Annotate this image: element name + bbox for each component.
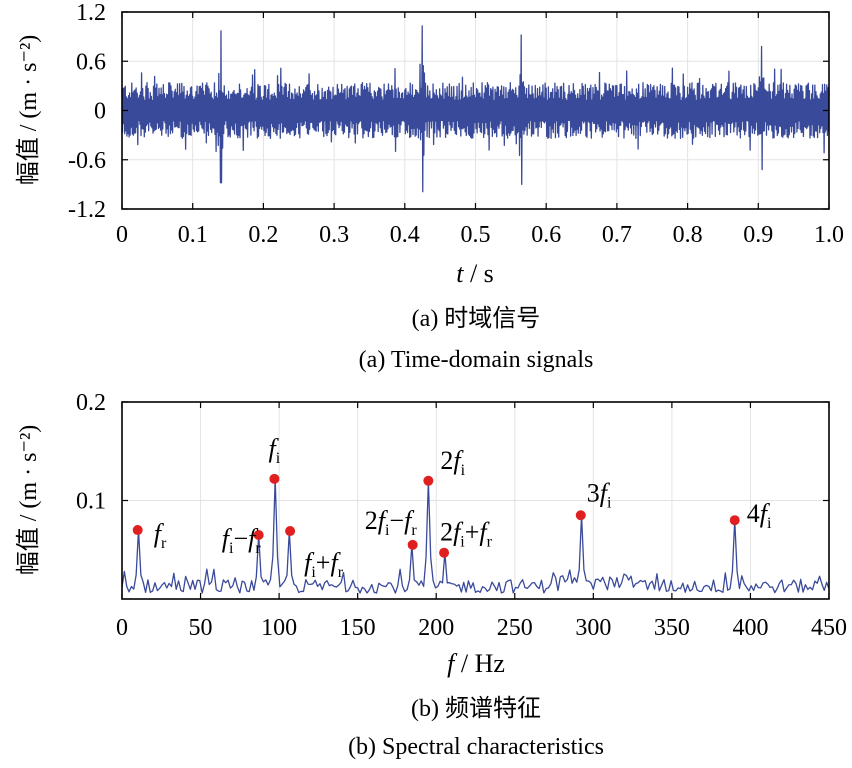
time-y-axis-label: 幅值 / (m · s⁻²) xyxy=(15,35,42,186)
spectrum-x-axis-unit: / Hz xyxy=(454,649,505,678)
spectrum-peak-point xyxy=(575,510,586,521)
spectrum-caption-en: (b) Spectral characteristics xyxy=(348,734,604,760)
spectrum-x-tick-label: 200 xyxy=(418,615,454,641)
time-y-tick-label: 1.2 xyxy=(76,0,106,26)
time-y-tick-label: -0.6 xyxy=(68,148,106,174)
time-y-tick-label: 0.6 xyxy=(76,49,106,75)
time-x-axis-unit: / s xyxy=(463,259,493,288)
spectrum-peak-label: 2fi​−fr​ xyxy=(365,506,418,539)
time-axis-ticks: 0 0.1 0.2 0.3 0.4 0.5 0.6 0.7 0.8 0.9 1.0 -1.2 -0.6 0… xyxy=(68,0,844,248)
spectrum-peak-point xyxy=(423,475,434,486)
spectrum-peak-point xyxy=(285,526,296,537)
spectrum-x-tick-label: 350 xyxy=(654,615,690,641)
spectrum-peak-label: 2fi​ xyxy=(440,446,465,479)
spectrum-peak-label: fi​−fr​ xyxy=(222,524,262,557)
spectrum-peak-label: 4fi​ xyxy=(747,499,772,532)
spectrum-peak-point xyxy=(269,473,280,484)
spectrum-x-axis-var: f xyxy=(447,649,458,678)
time-x-tick-label: 0.5 xyxy=(461,222,491,248)
spectrum-peak-label: fi​ xyxy=(269,434,281,467)
spectrum-line xyxy=(121,478,830,594)
time-x-tick-label: 0.3 xyxy=(319,222,349,248)
time-x-tick-label: 0 xyxy=(116,222,128,248)
time-x-axis-label: t / s xyxy=(456,259,494,288)
time-x-tick-label: 0.9 xyxy=(743,222,773,248)
spectrum-x-tick-label: 450 xyxy=(811,615,847,641)
spectrum-peak-markers xyxy=(132,473,740,558)
spectrum-x-axis-label: f / Hz xyxy=(447,649,505,678)
spectrum-peak-label: fr​ xyxy=(154,519,167,552)
spectrum-x-tick-label: 250 xyxy=(497,615,533,641)
spectrum-x-tick-label: 300 xyxy=(575,615,611,641)
time-caption-cn: (a) 时域信号 xyxy=(412,305,541,332)
time-x-tick-label: 1.0 xyxy=(814,222,844,248)
time-x-axis-var: t xyxy=(456,259,464,288)
time-x-tick-label: 0.2 xyxy=(248,222,278,248)
time-y-tick-label: 0 xyxy=(94,99,106,125)
spectrum-y-tick-label: 0.1 xyxy=(76,489,106,515)
spectrum-peak-point xyxy=(132,525,143,536)
spectrum-x-tick-label: 400 xyxy=(732,615,768,641)
spectrum-peak-label: 3fi​ xyxy=(587,478,612,511)
spectrum-peak-point xyxy=(253,529,264,540)
spectrum-peak-label: fi​+fr​ xyxy=(304,548,344,581)
time-x-tick-label: 0.1 xyxy=(178,222,208,248)
time-x-tick-label: 0.6 xyxy=(531,222,561,248)
time-signal-line xyxy=(121,25,830,193)
spectrum-grid xyxy=(121,401,830,599)
time-x-tick-label: 0.8 xyxy=(673,222,703,248)
spectrum-x-tick-label: 50 xyxy=(189,615,213,641)
time-x-tick-label: 0.7 xyxy=(602,222,632,248)
spectrum-x-tick-label: 100 xyxy=(261,615,297,641)
time-y-tick-label: -1.2 xyxy=(68,197,106,223)
spectrum-axis-ticks: 0 50 100 150 200 250 300 350 400 450 0.1 0.2 xyxy=(76,390,847,641)
spectrum-peak-point xyxy=(407,539,418,550)
spectrum-x-tick-label: 0 xyxy=(116,615,128,641)
time-x-tick-label: 0.4 xyxy=(390,222,420,248)
spectrum-peak-point xyxy=(439,547,450,558)
spectrum-y-tick-label: 0.2 xyxy=(76,390,106,416)
spectrum-y-axis-label: 幅值 / (m · s⁻²) xyxy=(15,425,42,576)
time-caption-en: (a) Time-domain signals xyxy=(359,347,594,373)
spectrum-peak-label: 2fi​+fr​ xyxy=(440,518,493,551)
spectrum-peak-point xyxy=(729,515,740,526)
spectrum-x-tick-label: 150 xyxy=(340,615,376,641)
spectrum-caption-cn: (b) 频谱特征 xyxy=(411,695,541,722)
spectrum-peak-annotations: fr​ fi​−fr​ fi​ fi​+fr​ 2fi​−fr​ 2fi​ 2fi​+fr​… xyxy=(154,434,772,581)
